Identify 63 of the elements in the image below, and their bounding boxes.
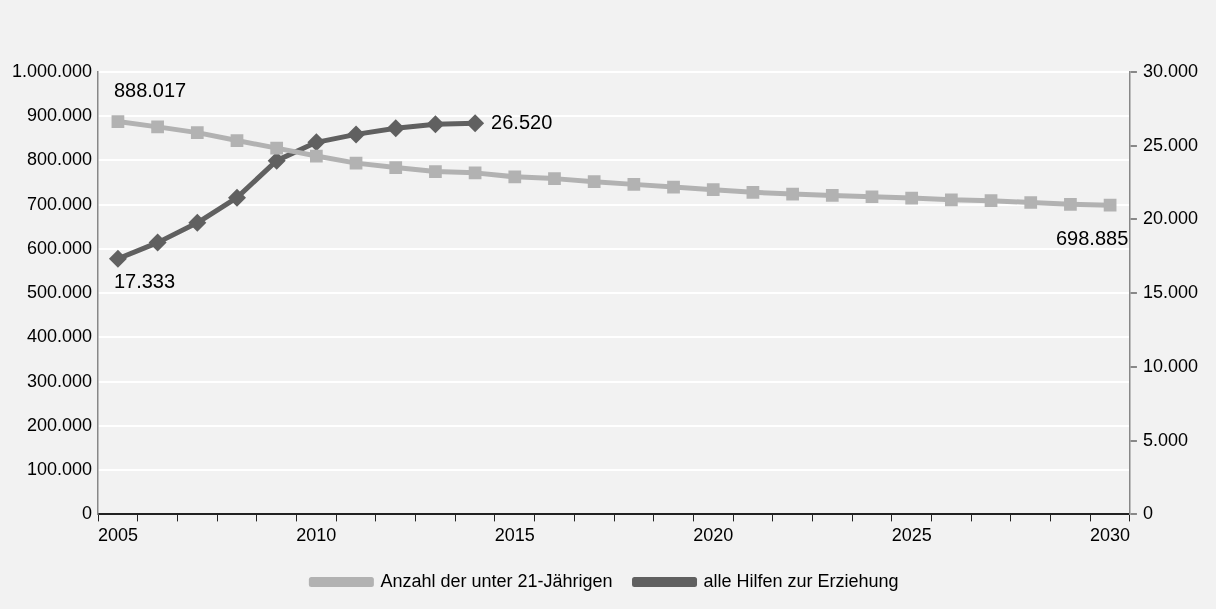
- point: [944, 193, 958, 207]
- x-tick-label: 2020: [693, 525, 734, 546]
- y-tick-label: 400.000: [27, 326, 93, 347]
- legend-label: alle Hilfen zur Erziehung: [703, 570, 899, 591]
- data-label: 26.520: [491, 110, 553, 133]
- y-tick-label: 700.000: [27, 193, 93, 214]
- point: [865, 190, 879, 204]
- point: [746, 185, 760, 199]
- point: [1103, 198, 1117, 212]
- point: [307, 133, 326, 152]
- x-tick-label: 2030: [1090, 525, 1131, 546]
- point: [1024, 196, 1038, 209]
- y-tick-label: 500.000: [27, 282, 93, 303]
- y2-tick-label: 15.000: [1142, 282, 1199, 303]
- point: [627, 178, 641, 191]
- y2-tick-label: 25.000: [1142, 134, 1199, 155]
- legend-label: Anzahl der unter 21-Jährigen: [380, 570, 613, 591]
- point: [108, 249, 127, 268]
- point: [347, 125, 366, 144]
- y-tick-label: 300.000: [27, 370, 93, 391]
- y-tick-label: 900.000: [27, 105, 93, 126]
- data-label: 888.017: [113, 79, 187, 102]
- x-tick-label: 2025: [891, 525, 932, 546]
- point: [386, 119, 405, 138]
- point: [148, 233, 167, 252]
- y2-tick-label: 0: [1142, 503, 1153, 524]
- data-label: 698.885: [1055, 226, 1129, 249]
- point: [825, 189, 839, 202]
- point: [587, 175, 601, 189]
- point: [984, 194, 998, 208]
- point: [270, 141, 284, 155]
- point: [230, 134, 244, 147]
- y2-tick-label: 5.000: [1142, 429, 1188, 450]
- y-tick-label: 1.000.000: [12, 60, 93, 81]
- y-tick-label: 800.000: [27, 149, 93, 170]
- y2-tick-label: 20.000: [1142, 208, 1199, 229]
- point: [111, 115, 125, 128]
- point: [151, 120, 164, 134]
- point: [548, 172, 561, 185]
- point: [508, 170, 522, 184]
- point: [188, 213, 207, 232]
- point: [190, 126, 204, 139]
- data-label: 17.333: [113, 270, 176, 293]
- y2-tick-label: 30.000: [1142, 60, 1199, 81]
- point: [1064, 197, 1077, 211]
- point: [466, 114, 485, 133]
- x-tick-label: 2015: [494, 525, 535, 546]
- y-tick-label: 600.000: [27, 237, 93, 258]
- point: [905, 191, 919, 205]
- y-tick-label: 0: [82, 503, 93, 524]
- point: [309, 149, 323, 163]
- x-tick-label: 2005: [97, 525, 138, 546]
- point: [389, 161, 403, 174]
- point: [667, 180, 680, 194]
- y2-tick-label: 10.000: [1142, 355, 1199, 376]
- y-tick-label: 200.000: [27, 414, 93, 435]
- point: [429, 165, 442, 178]
- point: [227, 188, 246, 207]
- point: [786, 187, 799, 201]
- point: [706, 183, 720, 197]
- point: [426, 115, 445, 134]
- y-tick-label: 100.000: [27, 459, 93, 480]
- x-tick-label: 2010: [296, 525, 337, 546]
